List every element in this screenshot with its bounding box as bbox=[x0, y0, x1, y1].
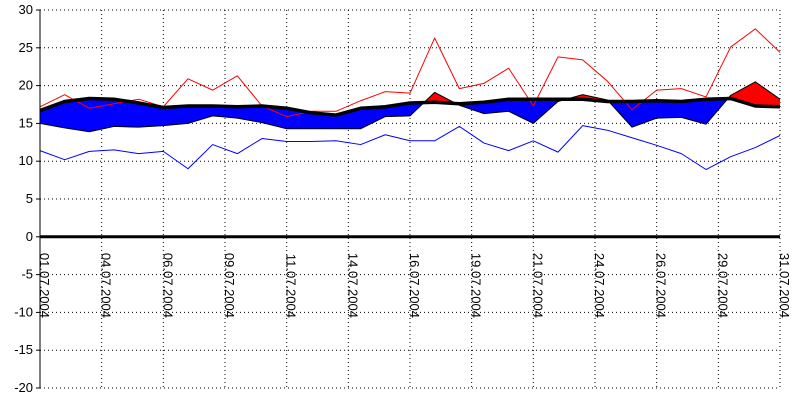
y-tick-label: 10 bbox=[19, 153, 33, 168]
grid bbox=[40, 9, 781, 389]
y-tick-label: 30 bbox=[19, 2, 33, 17]
series-lines bbox=[39, 28, 781, 171]
axes bbox=[36, 9, 780, 389]
area-below-reference bbox=[40, 98, 424, 132]
y-tick-label: -10 bbox=[14, 304, 33, 319]
x-tick-label: 29.07.2004 bbox=[715, 253, 730, 318]
y-tick-label: 5 bbox=[26, 191, 33, 206]
x-tick-label: 24.07.2004 bbox=[592, 253, 607, 318]
x-tick-label: 09.07.2004 bbox=[222, 253, 237, 318]
x-tick-label: 14.07.2004 bbox=[345, 253, 360, 318]
tick-labels: 30 25 20 15 10 5 0 -5 -10 -15 -20 01.07.2004 04.07.2… bbox=[14, 2, 792, 395]
x-tick-label: 11.07.2004 bbox=[284, 254, 299, 318]
x-tick-label: 21.07.2004 bbox=[530, 253, 545, 318]
x-tick-label: 31.07.2004 bbox=[777, 253, 792, 318]
band-edge-outline bbox=[39, 81, 781, 133]
y-tick-label: 25 bbox=[19, 40, 33, 55]
y-tick-label: -15 bbox=[14, 342, 33, 357]
x-tick-label: 19.07.2004 bbox=[469, 253, 484, 318]
x-tick-label: 16.07.2004 bbox=[407, 253, 422, 318]
x-tick-label: 01.07.2004 bbox=[37, 253, 52, 318]
x-tick-label: 26.07.2004 bbox=[654, 253, 669, 318]
y-tick-label: 15 bbox=[19, 115, 33, 130]
x-tick-label: 06.07.2004 bbox=[160, 253, 175, 318]
area-below-reference bbox=[608, 98, 728, 128]
y-tick-label: -20 bbox=[14, 380, 33, 395]
series-line-1 bbox=[39, 96, 781, 117]
y-tick-label: 0 bbox=[26, 229, 33, 244]
y-tick-label: 20 bbox=[19, 78, 33, 93]
x-tick-label: 04.07.2004 bbox=[99, 253, 114, 318]
y-tick-label: -5 bbox=[21, 267, 33, 282]
area-below-reference bbox=[456, 99, 567, 124]
series-line-3 bbox=[39, 125, 781, 171]
